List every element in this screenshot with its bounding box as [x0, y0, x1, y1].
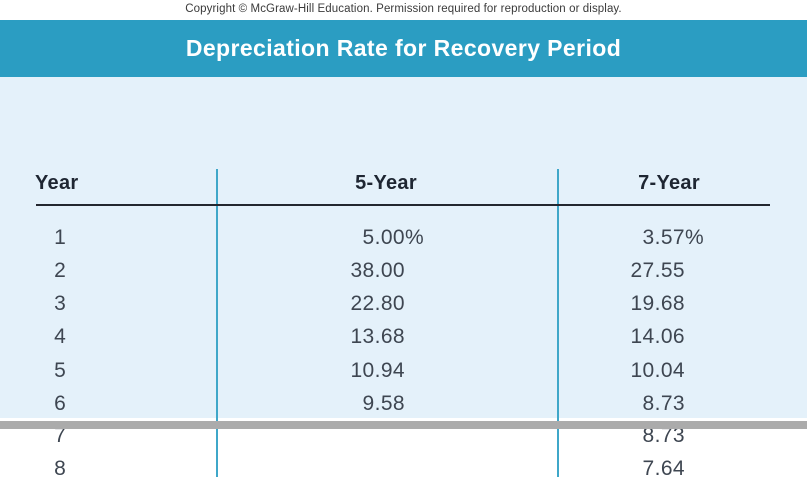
table-title: Depreciation Rate for Recovery Period [185, 35, 622, 61]
rate-value: 14.06 [630, 325, 685, 348]
column-header-year: Year [35, 172, 79, 194]
percent-sign [405, 287, 425, 320]
rate-value: 10.04 [630, 359, 685, 382]
rate-5yr-cell: 13.68 [280, 320, 425, 353]
percent-sign [685, 287, 705, 320]
rate-7yr-cell: 10.04 [560, 354, 705, 387]
table-row: 5 10.94 10.04 [0, 354, 807, 387]
table-header-row: Year 5-Year 7-Year [0, 169, 807, 197]
rate-value: 38.00 [350, 259, 405, 282]
year-cell: 5 [54, 359, 66, 382]
year-cell: 1 [54, 226, 66, 249]
rate-5yr-cell: 9.58 [280, 387, 425, 420]
rate-value: 8.73 [642, 392, 685, 415]
rate-7yr-cell: 27.55 [560, 254, 705, 287]
rate-value: 19.68 [630, 292, 685, 315]
copyright-notice: Copyright © McGraw-Hill Education. Permi… [185, 3, 622, 15]
percent-sign: % [405, 226, 424, 249]
percent-sign [685, 452, 705, 485]
year-cell: 4 [54, 325, 66, 348]
table-title-bar: Depreciation Rate for Recovery Period [0, 20, 807, 77]
percent-sign [685, 354, 705, 387]
header-underline [36, 204, 770, 206]
rate-5yr-cell: 5.00% [280, 221, 425, 254]
table-panel: Year 5-Year 7-Year 1 5.00% 3.57% 2 38.00… [0, 77, 807, 480]
percent-sign [685, 387, 705, 420]
year-cell: 2 [54, 259, 66, 282]
percent-sign [685, 320, 705, 353]
rate-value: 27.55 [630, 259, 685, 282]
rate-7yr-cell: 3.57% [560, 221, 705, 254]
year-cell: 6 [54, 392, 66, 415]
percent-sign [685, 254, 705, 287]
bottom-divider-bar [0, 421, 807, 429]
table-row: 3 22.80 19.68 [0, 287, 807, 320]
percent-sign [405, 354, 425, 387]
year-cell: 8 [54, 457, 66, 480]
rate-7yr-cell: 19.68 [560, 287, 705, 320]
percent-sign [405, 387, 425, 420]
rate-value: 13.68 [350, 325, 405, 348]
percent-sign [405, 320, 425, 353]
table-row: 1 5.00% 3.57% [0, 221, 807, 254]
rate-5yr-cell: 38.00 [280, 254, 425, 287]
rate-7yr-cell: 8.73 [560, 387, 705, 420]
column-header-5-year: 5-Year [355, 172, 417, 194]
table-row: 8 7.64 [0, 452, 807, 485]
table-row: 4 13.68 14.06 [0, 320, 807, 353]
rate-value: 9.58 [362, 392, 405, 415]
rate-5yr-cell: 22.80 [280, 287, 425, 320]
table-row: 2 38.00 27.55 [0, 254, 807, 287]
slide: Copyright © McGraw-Hill Education. Permi… [0, 3, 807, 480]
percent-sign [405, 254, 425, 287]
rate-value: 10.94 [350, 359, 405, 382]
column-divider-2 [557, 169, 559, 477]
column-header-7-year: 7-Year [638, 172, 700, 194]
rate-7yr-cell: 14.06 [560, 320, 705, 353]
rate-value: 3.57 [642, 226, 685, 249]
rate-value: 5.00 [362, 226, 405, 249]
table-row: 6 9.58 8.73 [0, 387, 807, 420]
rate-value: 22.80 [350, 292, 405, 315]
percent-sign: % [685, 226, 704, 249]
rate-value: 7.64 [642, 457, 685, 480]
rate-5yr-cell: 10.94 [280, 354, 425, 387]
rate-7yr-cell: 7.64 [560, 452, 705, 485]
year-cell: 3 [54, 292, 66, 315]
column-divider-1 [216, 169, 218, 477]
